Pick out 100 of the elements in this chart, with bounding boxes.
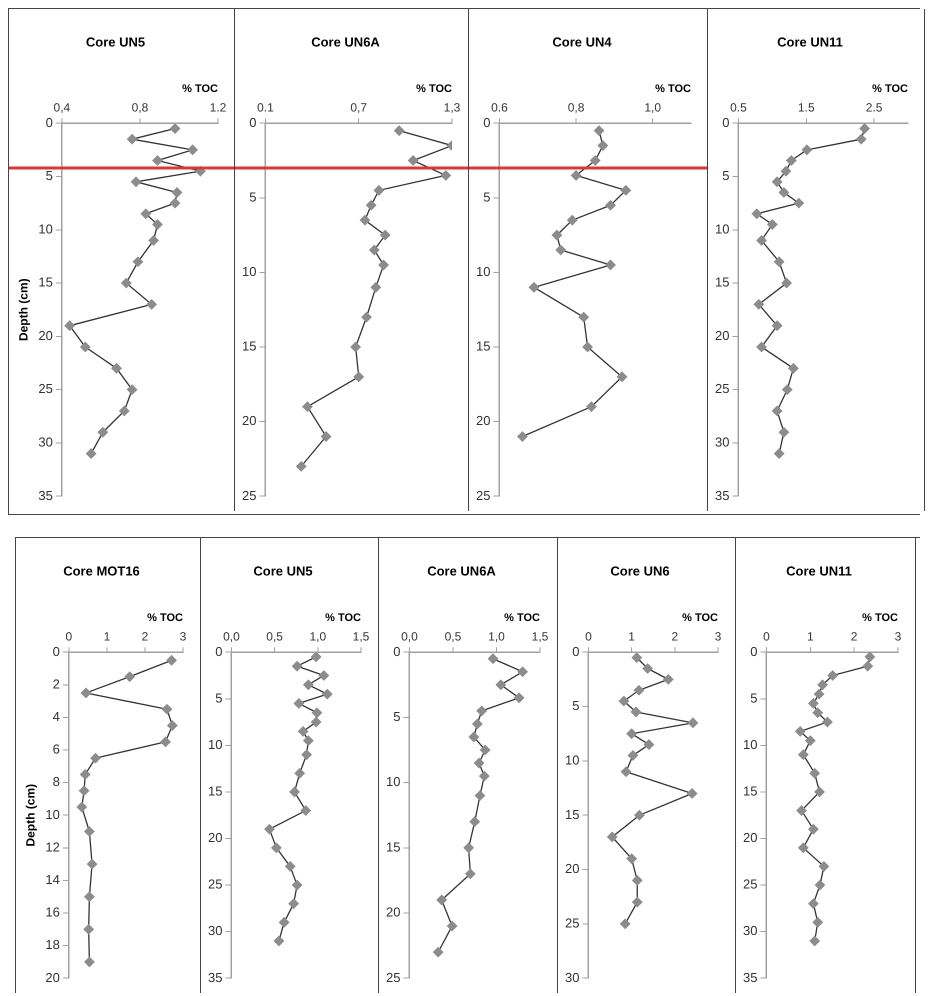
y-tick-label: 15 xyxy=(564,806,580,822)
point xyxy=(146,299,157,310)
point xyxy=(767,219,778,230)
point xyxy=(271,842,282,853)
point xyxy=(808,824,819,834)
point xyxy=(628,750,638,761)
point xyxy=(170,123,180,134)
point xyxy=(808,898,819,909)
x-axis-title: % TOC xyxy=(862,612,898,624)
point xyxy=(528,282,540,292)
point xyxy=(632,896,642,908)
point xyxy=(126,134,138,144)
x-tick-label: 0,5 xyxy=(444,629,462,644)
x-tick-label: 1.2 xyxy=(210,100,227,114)
point xyxy=(160,736,171,747)
point xyxy=(468,732,480,742)
point xyxy=(162,704,172,714)
y-tick-label: 0 xyxy=(722,114,730,130)
x-tick-label: 3 xyxy=(894,629,902,644)
chart-title: Core UN5 xyxy=(86,34,146,50)
y-tick-label: 10 xyxy=(742,736,758,752)
point xyxy=(152,219,163,230)
chart-title: Core MOT16 xyxy=(63,563,140,578)
y-tick-label: 20 xyxy=(714,328,730,343)
y-tick-label: 30 xyxy=(742,923,758,938)
point xyxy=(310,716,322,728)
point xyxy=(479,770,490,782)
point xyxy=(111,363,122,374)
point xyxy=(590,155,600,166)
point xyxy=(810,768,820,778)
point xyxy=(778,187,790,198)
x-tick-label: 0 xyxy=(66,629,73,644)
point xyxy=(772,320,782,331)
point xyxy=(632,652,642,663)
point xyxy=(864,652,876,662)
y-tick-label: 0 xyxy=(215,644,222,659)
x-tick-label: 2 xyxy=(671,629,678,644)
point xyxy=(470,816,480,827)
point xyxy=(772,176,782,187)
x-tick-label: 3 xyxy=(180,629,187,644)
y-tick-label: 35 xyxy=(38,488,53,503)
point xyxy=(756,235,767,246)
y-tick-label: 20 xyxy=(208,830,222,846)
point xyxy=(488,654,498,664)
x-axis-title: % TOC xyxy=(325,612,362,624)
y-tick-label: 15 xyxy=(476,338,490,354)
point xyxy=(774,448,784,459)
point xyxy=(472,718,482,730)
point xyxy=(121,278,132,288)
y-axis-title: Depth (cm) xyxy=(24,784,38,847)
point xyxy=(303,680,314,690)
x-axis-title: % TOC xyxy=(416,83,452,96)
y-tick-label: 0 xyxy=(393,644,400,659)
point xyxy=(632,875,642,886)
point xyxy=(378,260,389,270)
point xyxy=(810,936,820,946)
point xyxy=(318,670,330,681)
point xyxy=(298,726,308,737)
point xyxy=(756,342,767,352)
point xyxy=(630,706,642,718)
point xyxy=(84,956,95,968)
x-axis-title: % TOC xyxy=(682,612,718,624)
point xyxy=(119,406,130,416)
x-tick-label: 1,3 xyxy=(444,100,461,114)
x-tick-label: 0,0 xyxy=(401,629,418,644)
point xyxy=(132,256,144,267)
point xyxy=(370,282,381,292)
y-tick-label: 25 xyxy=(476,488,490,503)
point xyxy=(320,431,332,442)
y-tick-label: 5 xyxy=(215,690,222,706)
x-tick-label: 2 xyxy=(142,629,149,644)
y-tick-label: 20 xyxy=(386,904,400,920)
y-tick-label: 25 xyxy=(386,970,400,985)
point xyxy=(294,768,305,778)
point xyxy=(626,728,637,739)
point xyxy=(798,842,808,853)
point xyxy=(264,824,275,834)
point xyxy=(80,688,92,698)
y-tick-label: 10 xyxy=(208,736,222,752)
x-tick-label: 1,0 xyxy=(309,629,326,644)
y-tick-label: 35 xyxy=(208,970,222,985)
point xyxy=(366,200,376,210)
point xyxy=(582,342,593,352)
point xyxy=(856,134,866,144)
point xyxy=(148,235,159,246)
y-tick-label: 14 xyxy=(45,872,60,887)
point xyxy=(90,753,101,764)
point xyxy=(812,708,823,718)
x-tick-label: 0.6 xyxy=(491,100,508,114)
y-tick-label: 5 xyxy=(483,189,490,204)
point xyxy=(567,215,578,226)
y-tick-label: 30 xyxy=(714,434,730,450)
point xyxy=(517,431,528,442)
y-tick-label: 5 xyxy=(722,168,730,184)
point xyxy=(556,244,566,256)
point xyxy=(634,685,644,696)
point xyxy=(408,155,418,166)
point xyxy=(312,708,322,718)
point xyxy=(187,144,198,155)
point xyxy=(463,842,474,853)
